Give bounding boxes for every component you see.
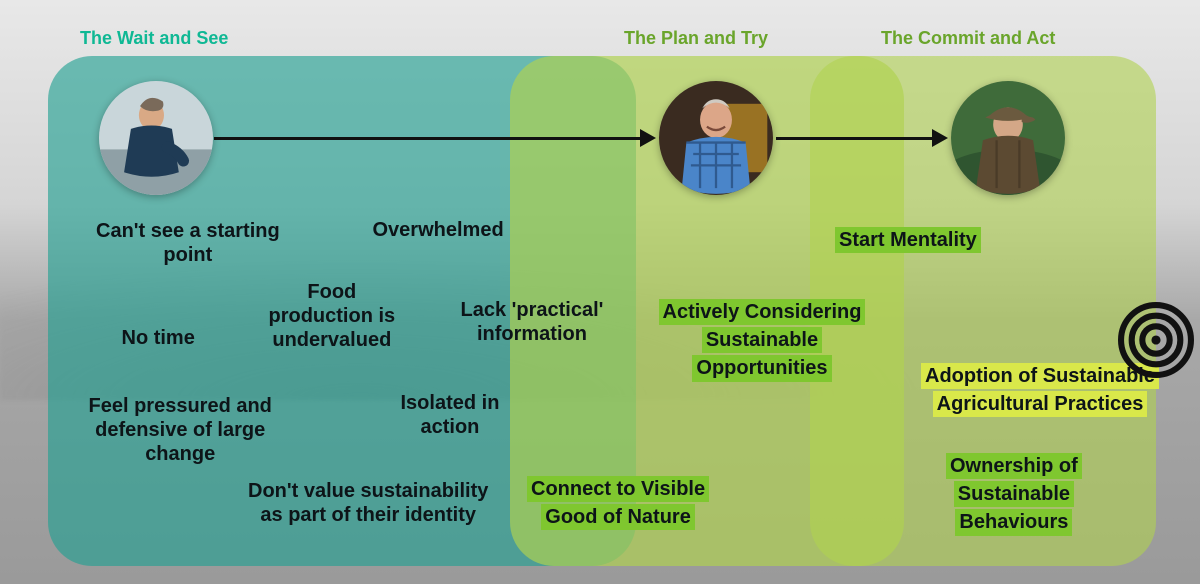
farmer-cap-icon xyxy=(951,81,1065,195)
farmer-side-icon xyxy=(99,81,213,195)
label-connect_nature: Connect to VisibleGood of Nature xyxy=(527,475,709,532)
label-dont_value: Don't value sustainabilityas part of the… xyxy=(248,479,488,528)
avatar-wait-and-see xyxy=(99,81,213,195)
title-commit-and-act: The Commit and Act xyxy=(881,28,1055,49)
arrow-plan-to-commit xyxy=(776,137,934,140)
label-start_mentality: Start Mentality xyxy=(835,226,981,254)
avatar-commit-and-act xyxy=(951,81,1065,195)
label-cant_see_start: Can't see a startingpoint xyxy=(96,219,280,268)
diagram-canvas: The Wait and See The Plan and Try The Co… xyxy=(0,0,1200,584)
arrowhead-wait-to-plan xyxy=(640,129,656,147)
label-actively_considering: Actively ConsideringSustainableOpportuni… xyxy=(659,298,866,383)
farmer-smiling-icon xyxy=(659,81,773,195)
title-wait-and-see: The Wait and See xyxy=(80,28,228,49)
label-feel_pressured: Feel pressured anddefensive of largechan… xyxy=(89,394,272,467)
avatar-plan-and-try xyxy=(659,81,773,195)
label-isolated: Isolated inaction xyxy=(401,391,500,440)
title-plan-and-try: The Plan and Try xyxy=(624,28,768,49)
label-food_undervalued: Foodproduction isundervalued xyxy=(269,280,396,353)
label-lack_practical: Lack 'practical'information xyxy=(461,298,604,347)
label-ownership: Ownership ofSustainableBehaviours xyxy=(946,452,1082,537)
label-overwhelmed: Overwhelmed xyxy=(373,218,504,242)
target-icon xyxy=(1118,302,1194,378)
arrowhead-plan-to-commit xyxy=(932,129,948,147)
arrow-wait-to-plan xyxy=(214,137,642,140)
label-no_time: No time xyxy=(122,326,195,350)
